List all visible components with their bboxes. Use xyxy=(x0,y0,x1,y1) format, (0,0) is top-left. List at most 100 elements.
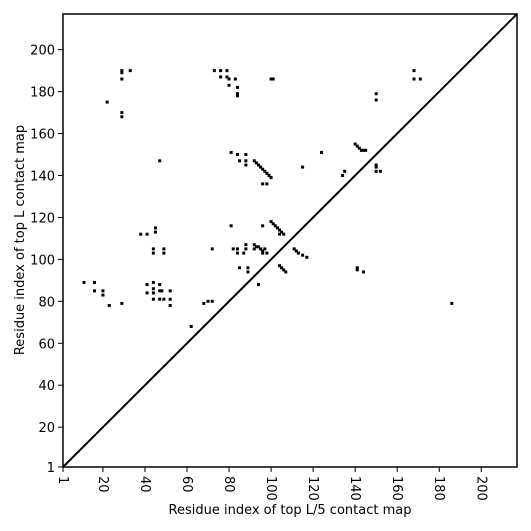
contact-point xyxy=(374,163,378,167)
contact-point xyxy=(374,165,378,169)
contact-point xyxy=(244,153,248,157)
contact-point xyxy=(145,232,149,236)
contact-point xyxy=(244,159,248,163)
contact-point xyxy=(158,159,162,163)
contact-point xyxy=(231,247,235,251)
contact-point xyxy=(162,251,166,255)
contact-point xyxy=(162,297,166,301)
contact-point xyxy=(261,249,265,253)
contact-point xyxy=(101,293,105,297)
contact-point xyxy=(151,297,155,301)
contact-point xyxy=(374,98,378,102)
y-tick-label: 140 xyxy=(30,169,55,184)
contact-point xyxy=(151,247,155,251)
plot-frame xyxy=(62,13,518,468)
contact-point xyxy=(362,270,366,274)
contact-point xyxy=(235,92,239,96)
contact-point xyxy=(153,230,157,234)
x-tick-label: 140 xyxy=(347,476,362,501)
contact-point xyxy=(364,148,368,152)
contact-point xyxy=(238,266,242,270)
contact-point xyxy=(252,243,256,247)
contact-point xyxy=(229,150,233,154)
contact-point xyxy=(261,167,265,171)
contact-point xyxy=(261,182,265,186)
contact-point xyxy=(244,247,248,251)
y-tick-label: 180 xyxy=(30,86,55,101)
y-tick-label: 100 xyxy=(30,253,55,268)
contact-point xyxy=(235,251,239,255)
contact-point xyxy=(151,291,155,295)
contact-point xyxy=(284,270,288,274)
x-tick-label: 120 xyxy=(305,476,320,501)
contact-point xyxy=(212,69,216,73)
contact-point xyxy=(355,144,359,148)
contact-point xyxy=(294,249,298,253)
contact-point xyxy=(168,304,172,308)
contact-point xyxy=(162,247,166,251)
contact-point xyxy=(120,301,124,305)
y-tick-label: 160 xyxy=(30,128,55,143)
contact-point xyxy=(374,169,378,173)
contact-point xyxy=(301,165,305,169)
contact-point xyxy=(256,163,260,167)
contact-point xyxy=(273,224,277,228)
contact-point xyxy=(261,251,265,255)
contact-point xyxy=(210,247,214,251)
contact-point xyxy=(277,232,281,236)
contact-point xyxy=(280,230,284,234)
contact-point xyxy=(229,224,233,228)
contact-point xyxy=(145,291,149,295)
y-tick-label: 20 xyxy=(38,421,55,436)
contact-point xyxy=(277,264,281,268)
contact-point xyxy=(418,77,422,81)
x-tick-label: 200 xyxy=(473,476,488,501)
contact-point xyxy=(210,299,214,303)
contact-point xyxy=(254,161,258,165)
contact-point xyxy=(378,169,382,173)
contact-point xyxy=(265,251,269,255)
y-tick-label: 40 xyxy=(38,379,55,394)
contact-point xyxy=(227,83,231,87)
contact-point xyxy=(271,77,275,81)
contact-point xyxy=(238,159,242,163)
contact-point xyxy=(189,324,193,328)
contact-point xyxy=(282,268,286,272)
contact-point xyxy=(227,77,231,81)
contact-point xyxy=(202,301,206,305)
contact-point xyxy=(292,247,296,251)
contact-point xyxy=(355,266,359,270)
x-tick-label: 20 xyxy=(95,476,110,493)
contact-point xyxy=(412,69,416,73)
contact-point xyxy=(105,100,109,104)
contact-point xyxy=(235,94,239,98)
y-tick-label: 120 xyxy=(30,211,55,226)
contact-point xyxy=(120,71,124,75)
contact-point xyxy=(267,173,271,177)
contact-point xyxy=(374,92,378,96)
contact-point xyxy=(357,146,361,150)
contact-point xyxy=(355,268,359,272)
contact-point xyxy=(269,176,273,180)
contact-point xyxy=(320,150,324,154)
contact-point xyxy=(263,169,267,173)
contact-point xyxy=(301,253,305,257)
contact-point xyxy=(244,163,248,167)
contact-point xyxy=(233,77,237,81)
contact-point xyxy=(120,115,124,119)
x-tick-label: 160 xyxy=(389,476,404,501)
x-tick-label: 1 xyxy=(55,476,70,484)
contact-point xyxy=(343,169,347,173)
x-axis-label: Residue index of top L/5 contact map xyxy=(169,503,412,518)
contact-point xyxy=(225,75,229,79)
contact-point xyxy=(158,289,162,293)
contact-point xyxy=(93,280,97,284)
contact-point xyxy=(246,270,250,274)
contact-point xyxy=(269,220,273,224)
contact-point xyxy=(269,77,273,81)
contact-point xyxy=(296,251,300,255)
contact-point xyxy=(158,297,162,301)
contact-point xyxy=(206,299,210,303)
y-tick-label: 200 xyxy=(30,44,55,59)
